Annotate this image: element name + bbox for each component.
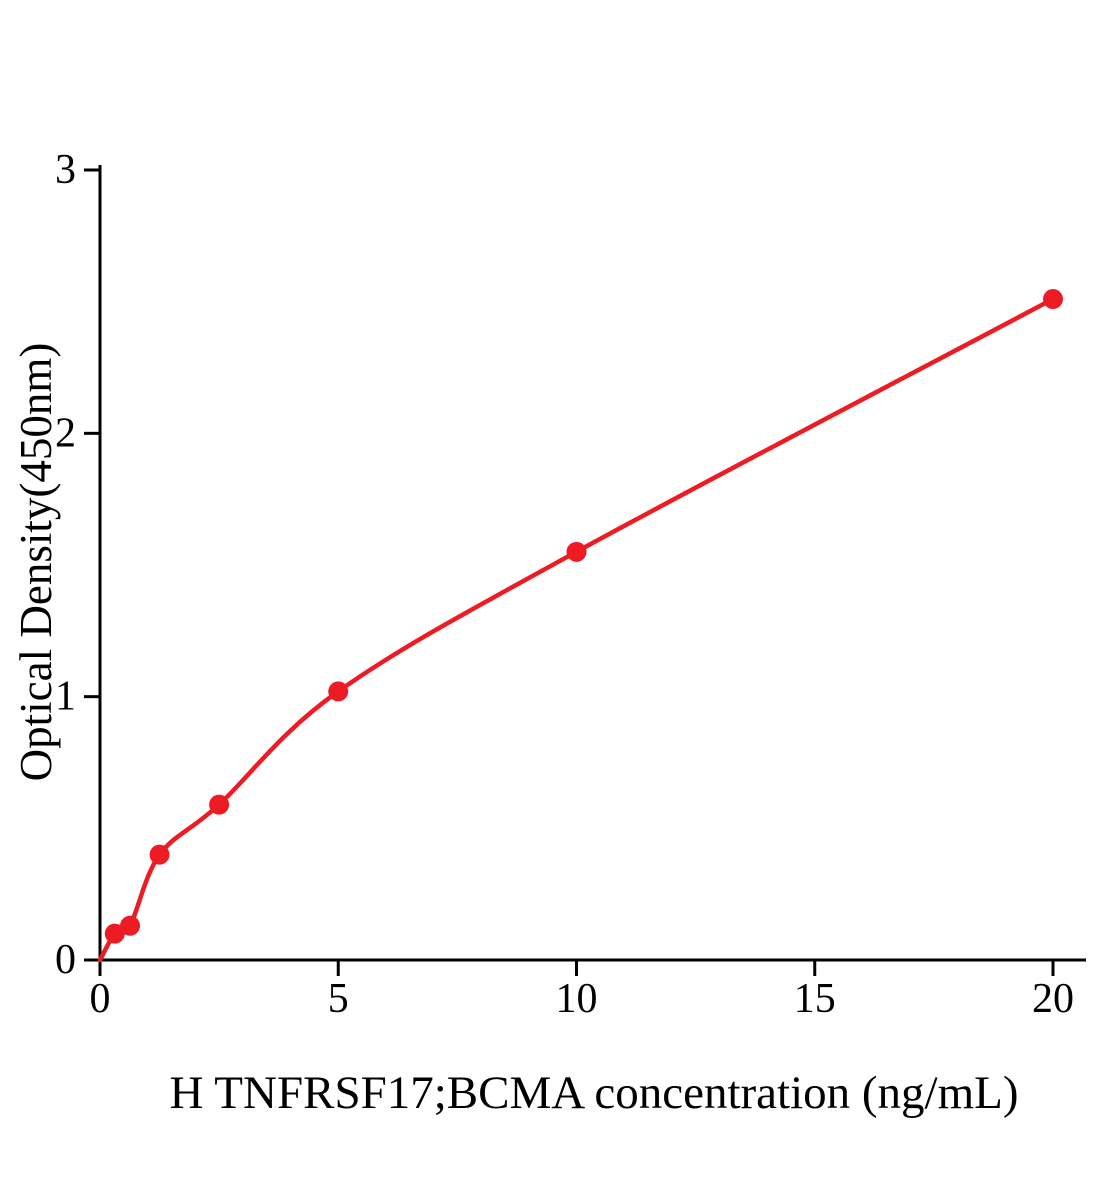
- data-point: [149, 844, 170, 865]
- data-point: [1043, 289, 1063, 310]
- x-tick-label: 15: [794, 976, 836, 1022]
- data-point: [120, 915, 141, 936]
- y-tick-label: 3: [55, 147, 76, 193]
- data-point: [566, 541, 587, 562]
- data-point: [209, 794, 230, 815]
- y-tick-label: 1: [55, 674, 76, 720]
- x-tick-label: 0: [90, 976, 111, 1022]
- axis-spine: [98, 165, 1086, 962]
- x-tick-label: 10: [556, 976, 598, 1022]
- y-axis-label: Optical Density(450nm): [11, 342, 61, 782]
- y-tick-label: 0: [55, 937, 76, 983]
- fit-curve: [97, 296, 1056, 963]
- y-tick-label: 2: [55, 410, 76, 456]
- x-tick-label: 5: [328, 976, 349, 1022]
- x-axis-label: H TNFRSF17;BCMA concentration (ng/mL): [169, 1067, 1019, 1119]
- data-point: [328, 681, 349, 702]
- x-tick-label: 20: [1032, 976, 1074, 1022]
- data-point: [104, 923, 125, 944]
